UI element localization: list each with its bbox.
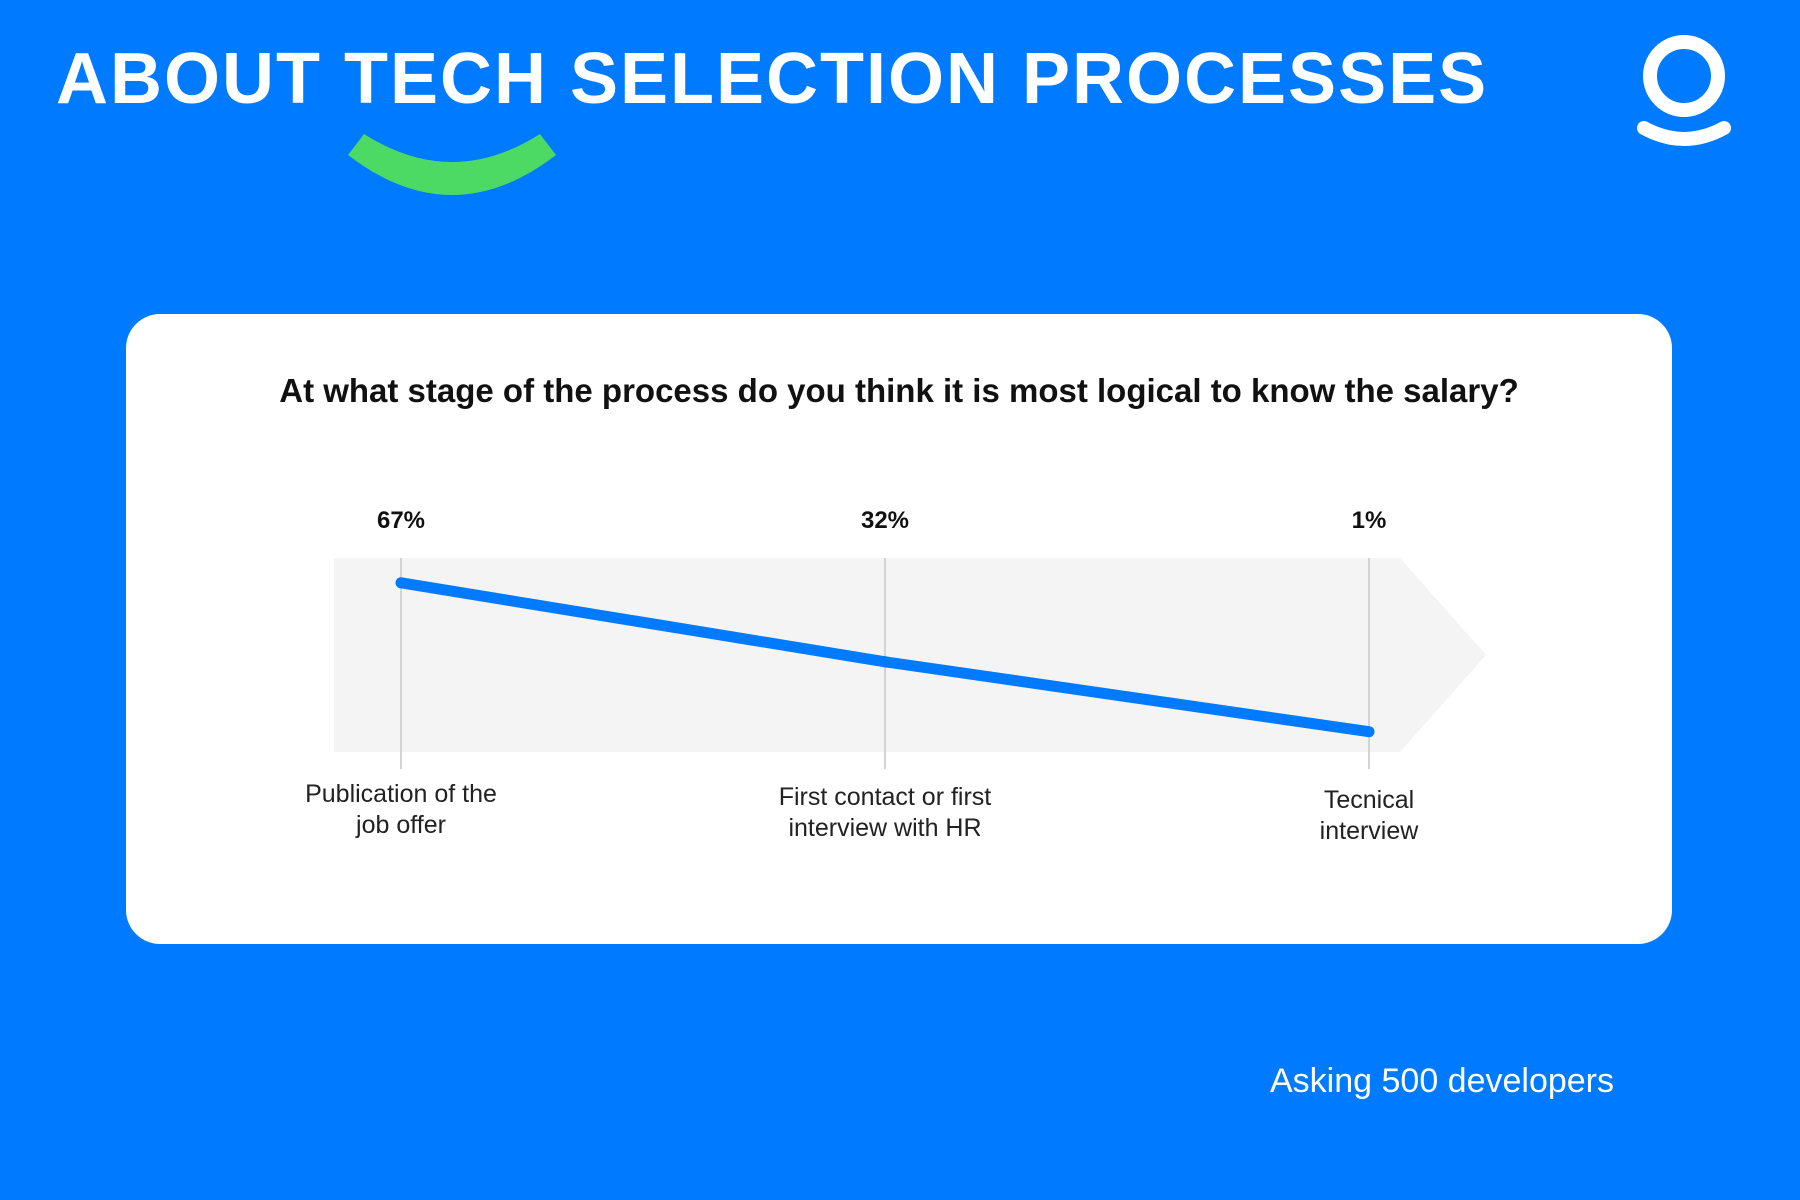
data-point xyxy=(1363,726,1375,738)
chart-title: At what stage of the process do you thin… xyxy=(279,372,1519,409)
category-label: Tecnical xyxy=(1324,786,1414,814)
page-title: ABOUT TECH SELECTION PROCESSES xyxy=(56,39,1489,119)
chart-area: 67% 32% 1% Publication of the job offer First… xyxy=(305,507,1486,845)
ring-person-logo-icon xyxy=(1637,35,1731,146)
data-point xyxy=(395,577,407,589)
category-label: First contact or first xyxy=(779,783,992,811)
category-label: job offer xyxy=(355,811,446,839)
category-label: interview xyxy=(1320,817,1420,845)
footnote: Asking 500 developers xyxy=(1270,1062,1615,1100)
green-smile-arc-icon xyxy=(348,134,556,195)
category-label: interview with HR xyxy=(788,814,981,842)
data-point xyxy=(879,656,891,668)
data-label: 67% xyxy=(377,507,425,534)
data-label: 32% xyxy=(861,507,909,534)
data-label: 1% xyxy=(1352,507,1387,534)
chart-card: At what stage of the process do you thin… xyxy=(126,314,1672,944)
category-label: Publication of the xyxy=(305,780,497,808)
